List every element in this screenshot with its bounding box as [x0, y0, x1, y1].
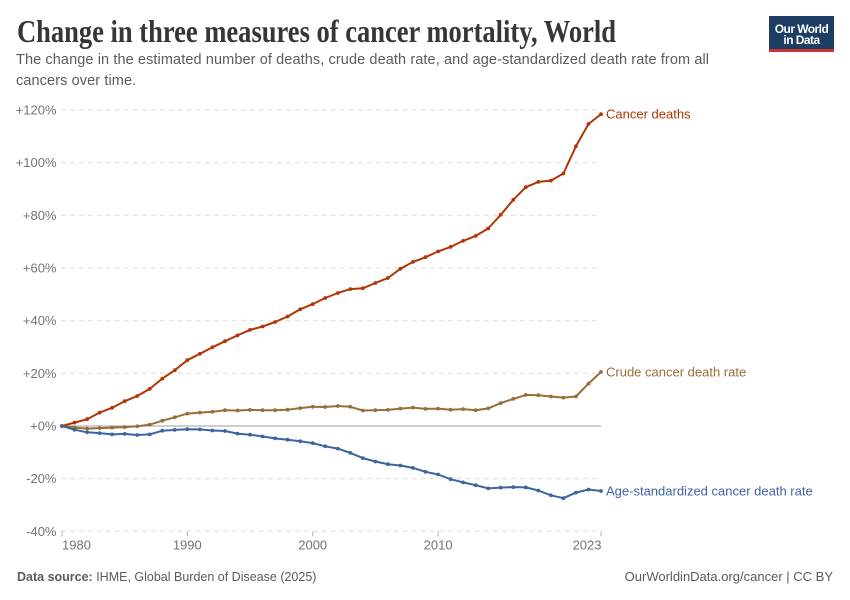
svg-text:+80%: +80%: [23, 208, 57, 223]
svg-text:1990: 1990: [173, 538, 202, 553]
svg-text:+0%: +0%: [30, 419, 57, 434]
svg-text:+60%: +60%: [23, 261, 57, 276]
svg-text:+120%: +120%: [16, 103, 57, 118]
svg-text:+20%: +20%: [23, 366, 57, 381]
svg-text:Crude cancer death rate: Crude cancer death rate: [606, 365, 746, 380]
svg-text:2000: 2000: [298, 538, 327, 553]
svg-text:-40%: -40%: [26, 524, 57, 539]
svg-text:2010: 2010: [424, 538, 453, 553]
svg-text:1980: 1980: [62, 538, 91, 553]
svg-text:-20%: -20%: [26, 471, 57, 486]
svg-text:+40%: +40%: [23, 313, 57, 328]
svg-text:Cancer deaths: Cancer deaths: [606, 107, 691, 122]
svg-text:Age-standardized cancer death: Age-standardized cancer death rate: [606, 484, 813, 499]
svg-text:+100%: +100%: [16, 155, 57, 170]
svg-text:2023: 2023: [573, 538, 602, 553]
